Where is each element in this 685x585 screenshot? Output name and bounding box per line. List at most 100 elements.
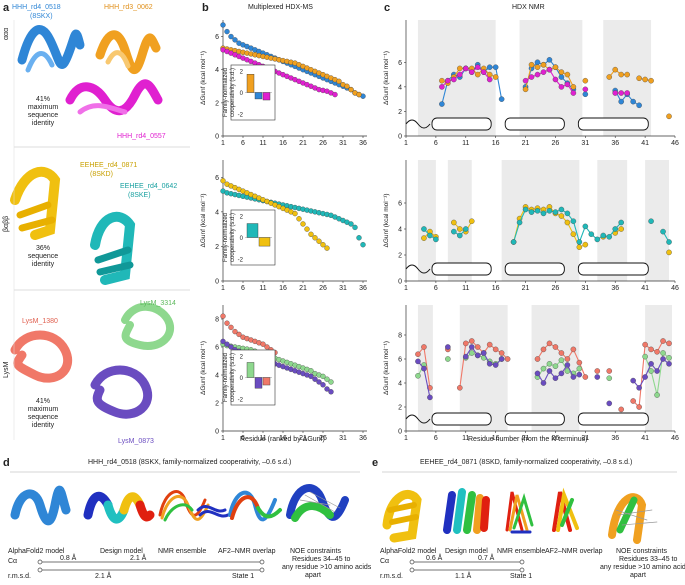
ss-element [431, 117, 492, 131]
x-tick-label: 36 [611, 140, 619, 147]
data-point-HHH_rd3_0062 [492, 74, 499, 80]
panel-d-graphics [10, 471, 360, 573]
data-point-EEHEE_rd4_0871 [564, 219, 571, 226]
y-tick-label: 2 [398, 405, 402, 412]
data-point-HHH_rd3_0062 [564, 71, 571, 78]
data-point-LysM_1380 [582, 374, 589, 380]
x-tick-label: 31 [581, 140, 589, 147]
data-point-EEHEE_rd4_0642 [510, 239, 517, 245]
data-point-LysM_0873 [427, 394, 433, 401]
data-point-EEHEE_rd4_0642 [360, 242, 366, 248]
data-point-HHH_rd4_0557 [564, 81, 571, 88]
x-tick-label: 11 [259, 285, 266, 292]
data-point-LysM_0873 [546, 368, 553, 374]
y-tick-label: 4 [215, 209, 219, 216]
e-noe-constraints [608, 493, 658, 544]
d-state-label: State 1 [232, 573, 255, 580]
d-label-af2: AlphaFold2 model [8, 548, 65, 555]
data-point-LysM_1380 [546, 340, 553, 347]
x-tick-label: 36 [359, 285, 367, 292]
data-point-HHH_rd4_0518 [618, 98, 624, 105]
data-point-EEHEE_rd4_0642 [666, 239, 672, 245]
data-point-LysM_0873 [474, 352, 481, 359]
data-point-EEHEE_rd4_0871 [451, 219, 457, 226]
x-tick-label: 11 [462, 285, 469, 292]
y-tick-label: 6 [215, 175, 219, 182]
inset-tick-label: -2 [238, 113, 244, 119]
e-label-nmr: NMR ensemble [497, 548, 546, 555]
data-point-LysM_1380 [264, 344, 270, 350]
data-point-EEHEE_rd4_0871 [296, 216, 302, 222]
panel-b-title: Multiplexed HDX-MS [248, 4, 313, 11]
data-point-EEHEE_rd4_0642 [648, 218, 654, 224]
y-tick-label: 0 [398, 279, 402, 286]
data-point-LysM_1380 [498, 350, 505, 356]
panel-label-c: c [384, 2, 391, 14]
data-point-EEHEE_rd4_0871 [618, 226, 624, 232]
inset-tick-label: 2 [240, 355, 244, 361]
ss-element [577, 117, 649, 131]
data-point-EEHEE_rd4_0871 [468, 218, 475, 224]
data-point-LysM_1380 [504, 356, 511, 362]
data-point-LysM_0873 [445, 344, 451, 350]
data-point-HHH_rd3_0062 [534, 64, 541, 70]
data-point-EEHEE_rd4_0642 [522, 206, 529, 213]
fold-label-lysm: LysM [3, 361, 10, 378]
data-point-LysM_0873 [415, 358, 421, 365]
panel-label-e: e [372, 457, 379, 469]
data-point-HHH_rd3_0062 [348, 86, 354, 93]
ss-element [577, 412, 649, 426]
data-point-LysM_3314 [552, 363, 559, 369]
data-point-LysM_1380 [457, 385, 463, 391]
inset-ylabel: Family-normalized [223, 353, 229, 402]
data-point-LysM_0873 [648, 361, 654, 367]
identity-group1: 41% maximum sequence identity [27, 96, 59, 127]
x-tick-label: 31 [339, 435, 347, 442]
label-lysm-0873: LysM_0873 [118, 438, 154, 445]
x-tick-label: 1 [404, 285, 408, 292]
data-point-LysM_1380 [552, 344, 559, 350]
panel-c-xlabel: Residue number (from the N terminus) [468, 436, 588, 443]
d-rmsd-1: 0.8 Å [60, 555, 77, 562]
data-point-LysM_1380 [421, 344, 427, 350]
d-alphafold-model [10, 485, 71, 526]
data-point-LysM_0873 [220, 338, 226, 345]
data-point-EEHEE_rd4_0871 [292, 210, 298, 217]
data-point-HHH_rd4_0557 [582, 86, 589, 93]
data-point-LysM_0873 [320, 382, 326, 388]
inset-tick-label: 2 [240, 70, 244, 76]
inset-ylabel: cooperativity (s.d.) [230, 353, 236, 402]
data-point-EEHEE_rd4_0642 [612, 226, 618, 232]
panel-e-title: EEHEE_rd4_0871 (8SKD, family-normalized … [420, 459, 633, 466]
data-point-EEHEE_rd4_0642 [546, 208, 553, 214]
inset-tick-label: 0 [240, 91, 244, 97]
data-point-LysM_0873 [564, 362, 571, 368]
inset-ylabel: cooperativity (s.d.) [230, 68, 236, 117]
data-point-HHH_rd3_0062 [540, 61, 547, 68]
inset-bar [254, 92, 263, 100]
inset-tick-label: 0 [240, 236, 244, 242]
x-tick-label: 21 [299, 140, 307, 147]
data-point-LysM_1380 [594, 368, 601, 374]
label-eehee-0871-pdb: (8SKD) [90, 171, 113, 178]
ss-element [504, 117, 565, 131]
data-point-HHH_rd3_0062 [457, 65, 463, 72]
d-design-model [83, 491, 155, 524]
panel-a-structures [10, 20, 190, 440]
x-tick-label: 31 [339, 285, 347, 292]
x-tick-label: 16 [492, 435, 500, 442]
x-tick-label: 46 [671, 435, 679, 442]
x-tick-label: 1 [404, 435, 408, 442]
y-tick-label: 0 [398, 134, 402, 141]
data-point-LysM_1380 [468, 338, 475, 344]
data-point-HHH_rd4_0557 [439, 84, 445, 90]
data-point-LysM_0873 [570, 374, 577, 380]
data-point-EEHEE_rd4_0642 [582, 223, 589, 230]
x-tick-label: 31 [339, 140, 347, 147]
data-point-LysM_1380 [224, 320, 230, 326]
y-tick-label: 6 [398, 60, 402, 67]
e-nmr-ensemble [505, 491, 534, 534]
y-tick-label: 4 [398, 381, 402, 388]
data-point-HHH_rd4_0557 [463, 65, 469, 72]
